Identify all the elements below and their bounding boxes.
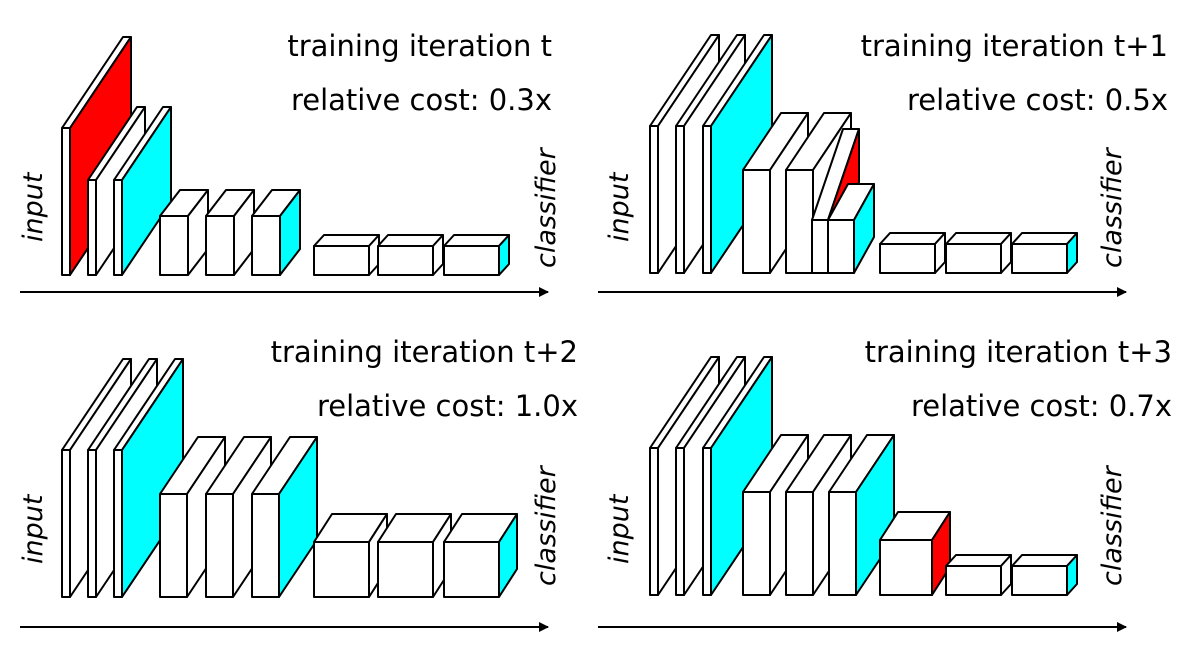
layer-block [61,36,132,276]
block-front-face [828,491,857,596]
layer-block [377,513,452,598]
panel-title: training iteration t+1 [861,29,1168,63]
layer-block [251,436,318,598]
layer-blocks [61,36,510,276]
layer-block [879,232,946,274]
block-front-face [443,541,500,598]
layer-block [313,234,380,276]
layer-block [443,234,510,276]
layer-blocks [649,34,1078,274]
layer-block [377,234,444,276]
block-front-face [313,245,370,276]
block-front-face [675,447,685,596]
panel-iteration-t-plus-3: training iteration t+3 relative cost: 0.… [598,335,1172,632]
block-front-face [1011,243,1068,274]
layer-block [113,106,172,276]
layer-block [251,189,301,276]
block-front-face [702,125,712,274]
panel-iteration-t-plus-2: training iteration t+2 relative cost: 1.… [18,335,578,632]
layer-block [313,513,388,598]
block-front-face [205,215,235,276]
block-front-face [675,125,685,274]
block-front-face [377,245,434,276]
layer-block [1011,232,1078,274]
block-front-face [87,449,97,598]
block-front-face [377,541,434,598]
block-front-face [742,491,771,596]
layer-block [702,34,773,274]
block-front-face [251,493,280,598]
block-front-face [649,125,659,274]
relative-cost-label: relative cost: 1.0x [317,389,578,423]
input-label: input [604,171,635,242]
block-front-face [61,127,71,276]
block-front-face [159,493,188,598]
block-front-face [945,565,1002,596]
block-front-face [742,169,771,274]
layer-block [828,434,895,596]
layer-block [443,513,518,598]
block-front-face [1011,565,1068,596]
block-front-face [879,539,933,596]
layer-block [702,356,773,596]
classifier-label: classifier [1097,464,1128,586]
block-front-face [879,243,936,274]
block-front-face [113,179,123,276]
block-front-face [159,215,189,276]
block-front-face [443,245,500,276]
layer-block [113,358,184,598]
panel-title: training iteration t [287,29,552,63]
relative-cost-label: relative cost: 0.5x [907,83,1168,117]
classifier-label: classifier [531,464,562,586]
block-front-face [61,449,71,598]
layer-block [945,232,1012,274]
layer-blocks [61,358,518,598]
input-label: input [604,493,635,564]
input-label: input [18,171,49,242]
layer-block [1011,554,1078,596]
relative-cost-label: relative cost: 0.3x [291,83,552,117]
block-front-face [811,219,829,274]
block-front-face [87,179,97,276]
layer-block [205,189,255,276]
panel-title: training iteration t+2 [271,335,578,369]
panel-title: training iteration t+3 [865,335,1172,369]
layer-block [879,511,951,596]
layer-block [827,183,875,274]
block-front-face [785,169,814,274]
block-front-face [649,447,659,596]
input-label: input [18,493,49,564]
block-front-face [205,493,234,598]
block-front-face [702,447,712,596]
classifier-label: classifier [531,146,562,268]
relative-cost-label: relative cost: 0.7x [911,389,1172,423]
block-front-face [785,491,814,596]
panel-iteration-t: training iteration t relative cost: 0.3x… [18,29,562,297]
layer-block [159,189,209,276]
block-front-face [251,215,281,276]
layer-block [945,554,1012,596]
block-front-face [113,449,123,598]
panel-iteration-t-plus-1: training iteration t+1 relative cost: 0.… [598,29,1168,297]
block-front-face [313,541,370,598]
classifier-label: classifier [1097,146,1128,268]
block-front-face [945,243,1002,274]
layer-blocks [649,356,1078,596]
block-front-face [827,219,855,274]
